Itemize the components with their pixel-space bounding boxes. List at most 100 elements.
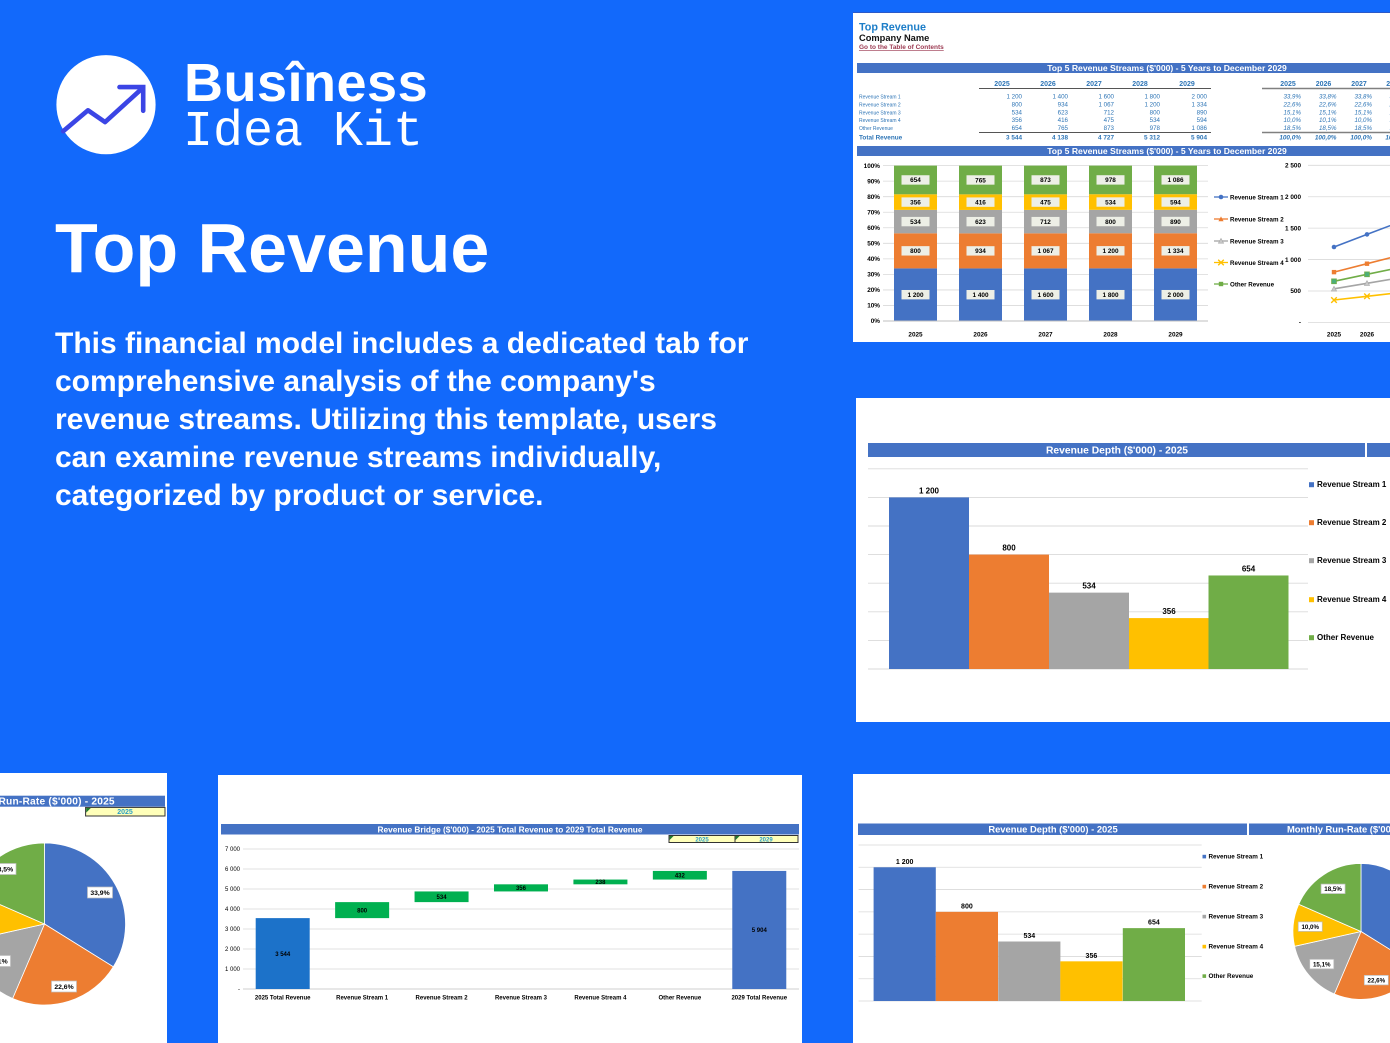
svg-text:1 334: 1 334 <box>1192 102 1208 109</box>
svg-text:Monthly Run-Rate ($'000: Monthly Run-Rate ($'000 <box>1287 824 1390 835</box>
svg-text:890: 890 <box>1170 219 1181 226</box>
svg-text:2026: 2026 <box>1316 81 1332 88</box>
svg-text:765: 765 <box>1058 125 1069 132</box>
svg-text:2025: 2025 <box>1327 332 1342 339</box>
svg-text:238: 238 <box>595 880 606 886</box>
svg-text:50%: 50% <box>867 241 880 248</box>
svg-text:90%: 90% <box>867 178 880 185</box>
svg-text:Revenue Bridge ($'000) - 2025: Revenue Bridge ($'000) - 2025 Total Reve… <box>378 824 643 834</box>
svg-text:534: 534 <box>437 895 448 901</box>
svg-text:1 086: 1 086 <box>1192 125 1208 132</box>
svg-text:3 544: 3 544 <box>1006 135 1022 142</box>
svg-text:10,0%: 10,0% <box>1301 924 1319 931</box>
svg-text:934: 934 <box>1058 102 1069 109</box>
svg-text:2028: 2028 <box>1103 332 1118 339</box>
svg-text:2025: 2025 <box>908 332 923 339</box>
svg-text:Revenue Stream 3: Revenue Stream 3 <box>1317 556 1387 565</box>
svg-text:18,5%: 18,5% <box>0 867 13 874</box>
svg-text:534: 534 <box>1023 933 1035 940</box>
svg-text:800: 800 <box>910 248 921 255</box>
svg-text:100,0%: 100,0% <box>1350 135 1372 142</box>
svg-text:Top 5 Revenue Streams ($'000): Top 5 Revenue Streams ($'000) - 5 Years … <box>1047 146 1287 156</box>
svg-text:Revenue Stream 2: Revenue Stream 2 <box>416 996 469 1002</box>
svg-text:Other Revenue: Other Revenue <box>1209 973 1254 980</box>
svg-text:10,0%: 10,0% <box>1283 117 1301 124</box>
svg-text:3 544: 3 544 <box>275 952 291 958</box>
svg-text:10,1%: 10,1% <box>1319 117 1337 124</box>
svg-text:Other Revenue: Other Revenue <box>859 126 893 132</box>
svg-text:Total Revenue: Total Revenue <box>859 135 903 142</box>
svg-text:1 334: 1 334 <box>1168 248 1184 255</box>
svg-text:Other Revenue: Other Revenue <box>1230 281 1275 288</box>
svg-text:1 067: 1 067 <box>1099 102 1115 109</box>
svg-text:1 400: 1 400 <box>1053 94 1069 101</box>
svg-text:Revenue Stream 3: Revenue Stream 3 <box>1209 914 1264 921</box>
svg-text:873: 873 <box>1104 125 1115 132</box>
svg-text:100,0%: 100,0% <box>1385 135 1390 142</box>
svg-text:1 200: 1 200 <box>919 486 940 495</box>
svg-text:80%: 80% <box>867 194 880 201</box>
svg-text:2029 Total Revenue: 2029 Total Revenue <box>731 996 787 1002</box>
svg-text:Revenue Stream 3: Revenue Stream 3 <box>1230 238 1284 245</box>
svg-text:Revenue Depth ($'000) - 2025: Revenue Depth ($'000) - 2025 <box>1046 446 1188 457</box>
svg-text:Revenue Stream 4: Revenue Stream 4 <box>1230 260 1284 267</box>
svg-text:15,1%: 15,1% <box>0 959 8 966</box>
svg-text:800: 800 <box>961 903 973 910</box>
svg-text:1 000: 1 000 <box>1285 257 1301 264</box>
svg-text:1 500: 1 500 <box>1285 225 1301 232</box>
svg-text:712: 712 <box>1040 219 1051 226</box>
svg-text:100%: 100% <box>864 163 881 170</box>
svg-text:15,1%: 15,1% <box>1283 110 1301 117</box>
svg-text:Company Name: Company Name <box>859 33 929 43</box>
svg-text:978: 978 <box>1150 125 1161 132</box>
svg-text:1 400: 1 400 <box>973 292 989 299</box>
svg-text:2025: 2025 <box>695 838 709 844</box>
svg-text:534: 534 <box>1150 117 1161 124</box>
svg-text:654: 654 <box>1148 920 1160 927</box>
svg-text:15,1%: 15,1% <box>1354 110 1372 117</box>
svg-text:654: 654 <box>1242 564 1256 573</box>
svg-text:2025: 2025 <box>1280 81 1296 88</box>
svg-text:0%: 0% <box>871 318 881 325</box>
svg-text:22,6%: 22,6% <box>54 984 73 991</box>
svg-text:40%: 40% <box>867 256 880 263</box>
svg-text:Top Revenue: Top Revenue <box>859 22 926 34</box>
svg-text:356: 356 <box>1162 607 1176 616</box>
svg-text:890: 890 <box>1197 110 1208 117</box>
svg-text:70%: 70% <box>867 209 880 216</box>
svg-text:2027: 2027 <box>1351 81 1367 88</box>
svg-text:475: 475 <box>1040 199 1051 206</box>
svg-text:Revenue Stream 2: Revenue Stream 2 <box>859 103 901 109</box>
svg-text:800: 800 <box>1105 219 1116 226</box>
svg-text:1 200: 1 200 <box>896 859 914 866</box>
svg-text:978: 978 <box>1105 177 1116 184</box>
svg-text:Revenue Stream 2: Revenue Stream 2 <box>1209 884 1264 891</box>
svg-text:1 200: 1 200 <box>1007 94 1023 101</box>
svg-text:654: 654 <box>1012 125 1023 132</box>
svg-text:30%: 30% <box>867 272 880 279</box>
svg-text:33,8%: 33,8% <box>1354 94 1372 101</box>
svg-text:416: 416 <box>1058 117 1069 124</box>
svg-text:534: 534 <box>1012 110 1023 117</box>
svg-text:356: 356 <box>1012 117 1023 124</box>
svg-text:Revenue Stream 4: Revenue Stream 4 <box>574 996 627 1002</box>
svg-text:4 138: 4 138 <box>1052 135 1068 142</box>
svg-text:33,9%: 33,9% <box>1283 94 1301 101</box>
svg-text:100,0%: 100,0% <box>1279 135 1301 142</box>
svg-text:2 000: 2 000 <box>1192 94 1208 101</box>
svg-text:Revenue Stream 1: Revenue Stream 1 <box>336 996 389 1002</box>
svg-text:2 500: 2 500 <box>1285 163 1301 170</box>
svg-text:Other Revenue: Other Revenue <box>1317 633 1374 642</box>
svg-text:100,0%: 100,0% <box>1315 135 1337 142</box>
svg-text:623: 623 <box>975 219 986 226</box>
svg-text:2 000: 2 000 <box>225 947 241 953</box>
svg-text:2029: 2029 <box>1168 332 1183 339</box>
svg-text:1 200: 1 200 <box>908 292 924 299</box>
svg-text:1 000: 1 000 <box>225 967 241 973</box>
svg-text:1 200: 1 200 <box>1145 102 1161 109</box>
svg-text:Revenue Stream 3: Revenue Stream 3 <box>495 996 548 1002</box>
svg-text:2029: 2029 <box>1179 81 1195 88</box>
svg-text:5 312: 5 312 <box>1144 135 1160 142</box>
svg-text:15,1%: 15,1% <box>1319 110 1337 117</box>
svg-text:800: 800 <box>357 908 368 914</box>
